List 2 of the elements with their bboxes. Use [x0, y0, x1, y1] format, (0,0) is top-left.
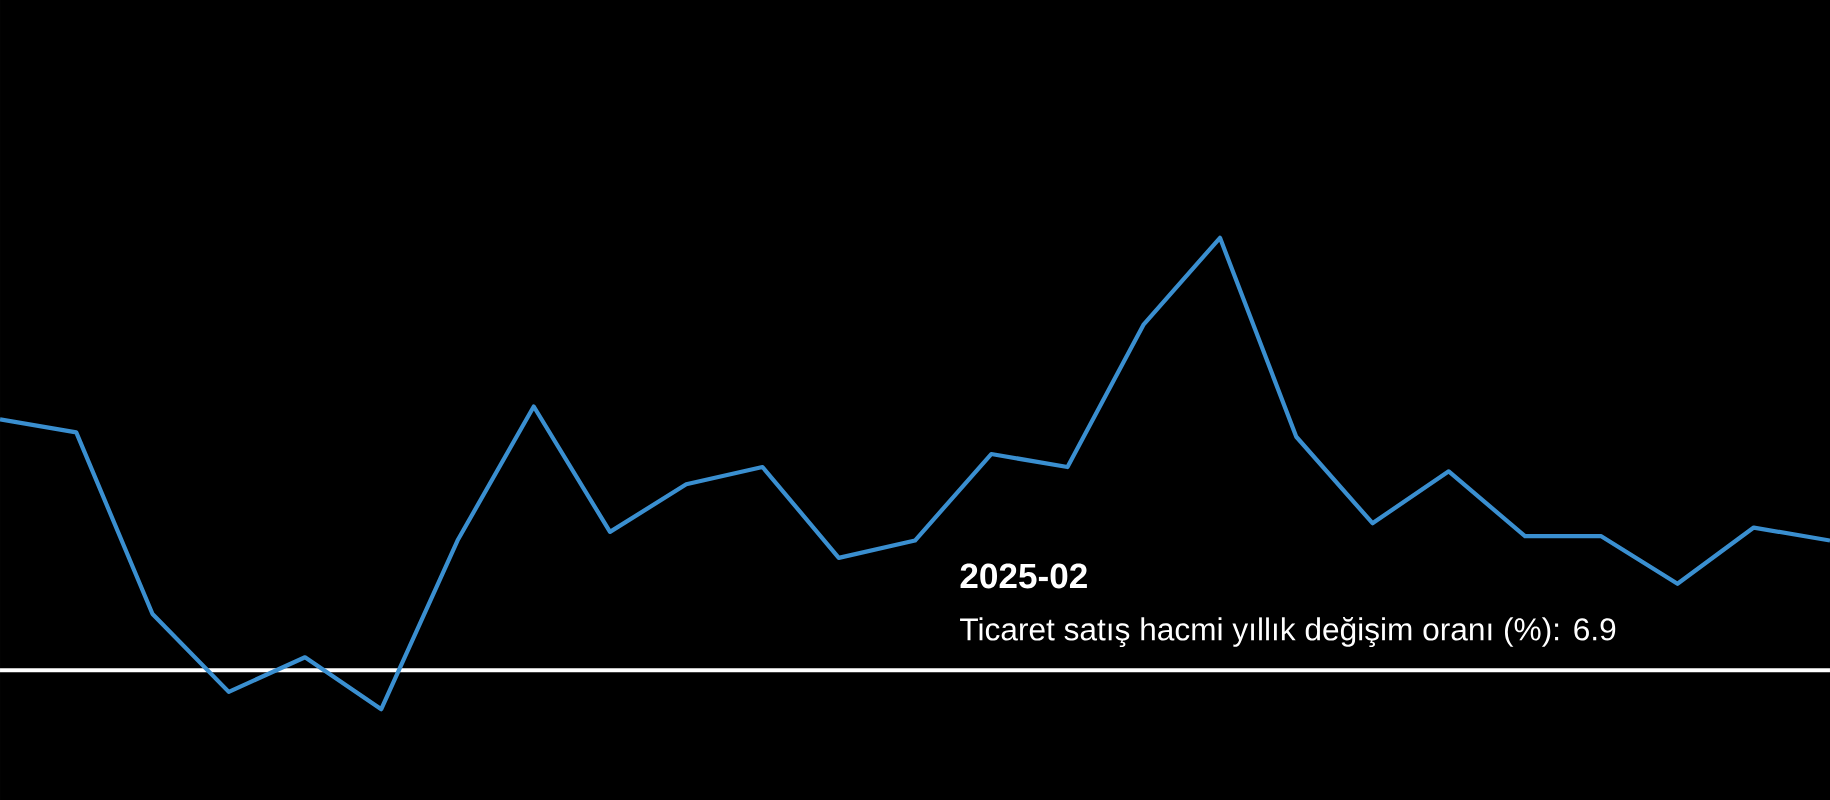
annotation: 2025-02 — [960, 563, 1087, 589]
annotation: Ticaret satış hacmi yıllık değişim oranı (%): 6.9 — [960, 616, 1616, 648]
